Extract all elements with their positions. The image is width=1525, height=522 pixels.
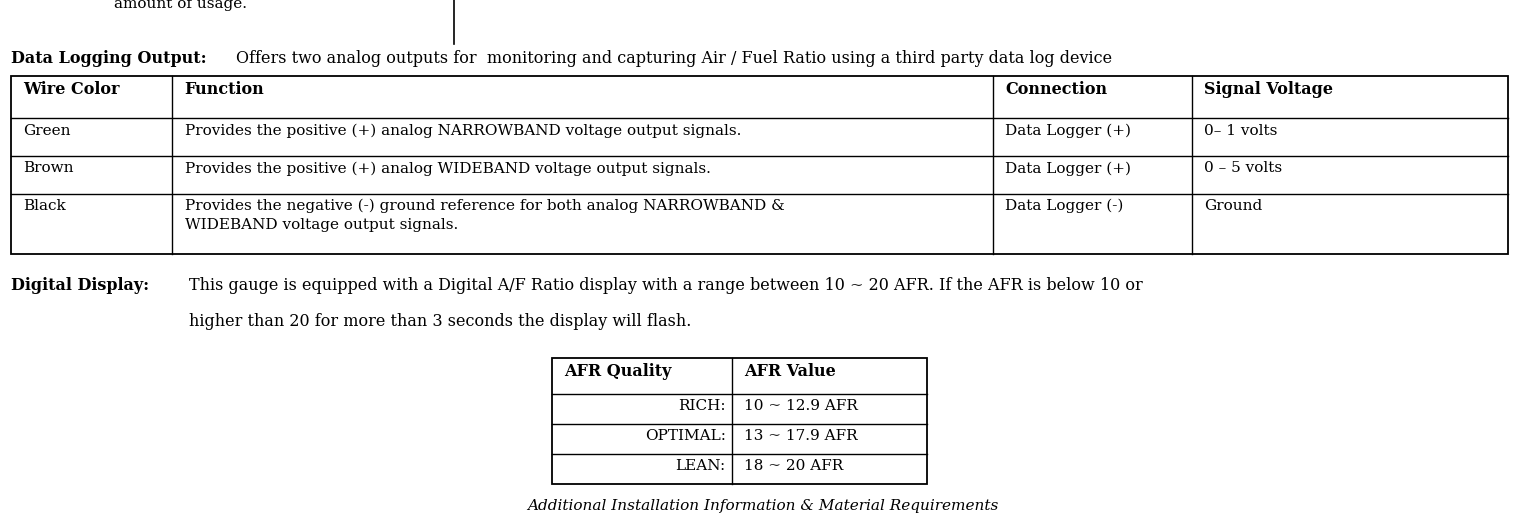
Text: Brown: Brown (23, 161, 73, 175)
Text: Additional Installation Information & Material Requirements: Additional Installation Information & Ma… (526, 499, 999, 513)
Text: LEAN:: LEAN: (676, 459, 726, 473)
Text: This gauge is equipped with a Digital A/F Ratio display with a range between 10 : This gauge is equipped with a Digital A/… (189, 277, 1142, 294)
Text: Provides the positive (+) analog NARROWBAND voltage output signals.: Provides the positive (+) analog NARROWB… (185, 124, 741, 138)
Text: amount of usage.: amount of usage. (114, 0, 247, 11)
Text: 18 ~ 20 AFR: 18 ~ 20 AFR (744, 459, 843, 473)
Text: Ground: Ground (1205, 199, 1263, 213)
Text: AFR Value: AFR Value (744, 363, 836, 381)
Text: Offers two analog outputs for  monitoring and capturing Air / Fuel Ratio using a: Offers two analog outputs for monitoring… (236, 50, 1113, 67)
Text: OPTIMAL:: OPTIMAL: (645, 429, 726, 443)
Text: Data Logger (-): Data Logger (-) (1005, 199, 1124, 213)
Text: Provides the positive (+) analog WIDEBAND voltage output signals.: Provides the positive (+) analog WIDEBAN… (185, 161, 711, 176)
Text: 0– 1 volts: 0– 1 volts (1205, 124, 1278, 138)
Text: AFR Quality: AFR Quality (564, 363, 671, 381)
Text: 0 – 5 volts: 0 – 5 volts (1205, 161, 1283, 175)
Text: Function: Function (185, 81, 264, 98)
Bar (11, 76, 1508, 254)
Text: RICH:: RICH: (679, 399, 726, 413)
Text: Data Logger (+): Data Logger (+) (1005, 124, 1132, 138)
Text: Data Logging Output:: Data Logging Output: (11, 50, 206, 67)
Text: Connection: Connection (1005, 81, 1107, 98)
Text: higher than 20 for more than 3 seconds the display will flash.: higher than 20 for more than 3 seconds t… (189, 313, 691, 330)
Text: 13 ~ 17.9 AFR: 13 ~ 17.9 AFR (744, 429, 859, 443)
Text: Wire Color: Wire Color (23, 81, 119, 98)
Text: Data Logger (+): Data Logger (+) (1005, 161, 1132, 176)
Bar (552, 358, 927, 484)
Text: Provides the negative (-) ground reference for both analog NARROWBAND &
WIDEBAND: Provides the negative (-) ground referen… (185, 199, 784, 232)
Text: Green: Green (23, 124, 70, 138)
Text: Signal Voltage: Signal Voltage (1205, 81, 1333, 98)
Text: Black: Black (23, 199, 66, 213)
Text: Digital Display:: Digital Display: (11, 277, 149, 294)
Text: 10 ~ 12.9 AFR: 10 ~ 12.9 AFR (744, 399, 859, 413)
